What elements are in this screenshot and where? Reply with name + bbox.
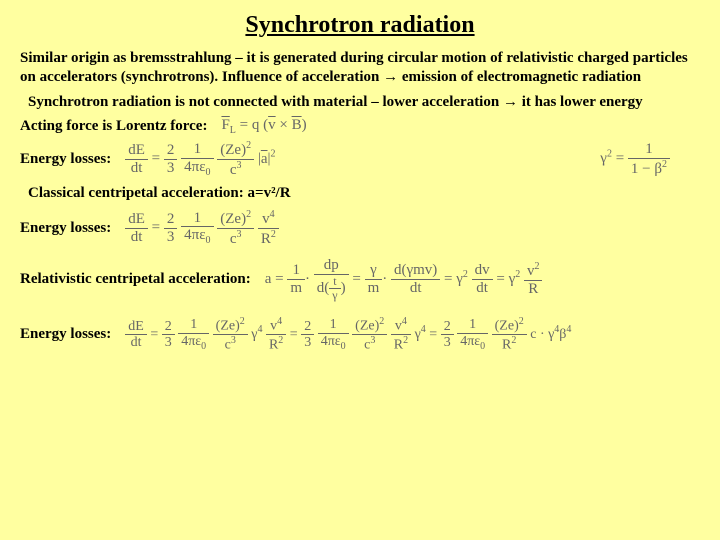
slide: Synchrotron radiation Similar origin as …	[0, 0, 720, 540]
row-losses-2: Energy losses: dEdt = 23 14πε0 (Ze)2c3 v…	[20, 209, 700, 247]
paragraph-classical-accel: Classical centripetal acceleration: a=v²…	[28, 184, 700, 203]
formula-rel-accel: a = 1m· dpd(tγ) = γm· d(γmv)dt = γ2 dvdt…	[265, 257, 543, 302]
label-energy-losses-1: Energy losses:	[20, 150, 111, 169]
label-classical-accel: Classical centripetal acceleration:	[28, 185, 248, 201]
formula-lorentz: FL = q (v × B)	[221, 117, 306, 136]
label-lorentz: Acting force is Lorentz force:	[20, 117, 207, 136]
row-losses-3: Energy losses: dEdt = 23 14πε0 (Ze)2c3 γ…	[20, 316, 700, 353]
label-energy-losses-2: Energy losses:	[20, 219, 111, 238]
row-rel-accel: Relativistic centripetal acceleration: a…	[20, 257, 700, 302]
label-energy-losses-3: Energy losses:	[20, 325, 111, 344]
paragraph-material: Synchrotron radiation is not connected w…	[28, 93, 700, 112]
formula-losses-3: dEdt = 23 14πε0 (Ze)2c3 γ4 v4R2 = 23 14π…	[125, 316, 571, 353]
formula-classical-accel-inline: a=v²/R	[248, 185, 291, 201]
formula-losses-1: dEdt = 23 14πε0 (Ze)2c3 |a|2	[125, 140, 275, 178]
label-rel-accel: Relativistic centripetal acceleration:	[20, 270, 251, 289]
paragraph-origin: Similar origin as bremsstrahlung – it is…	[20, 49, 700, 87]
formula-gamma-squared: γ2 = 11 − β2	[600, 141, 670, 177]
row-lorentz: Acting force is Lorentz force: FL = q (v…	[20, 117, 700, 136]
row-losses-1: Energy losses: dEdt = 23 14πε0 (Ze)2c3 |…	[20, 140, 700, 178]
formula-losses-2: dEdt = 23 14πε0 (Ze)2c3 v4R2	[125, 209, 279, 247]
slide-title: Synchrotron radiation	[20, 12, 700, 39]
